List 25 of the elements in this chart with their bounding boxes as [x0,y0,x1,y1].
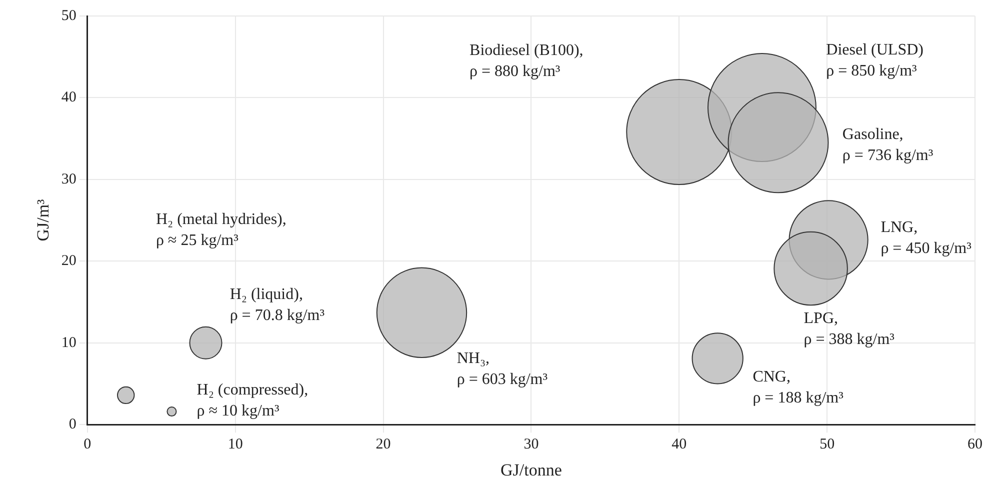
x-tick-label: 0 [84,436,92,453]
y-tick-label: 40 [61,90,76,106]
x-tick-label: 20 [376,436,391,453]
annotation: H₂ (compressed), ρ ≈ 10 kg/m³ [196,382,308,420]
annotation: LPG, ρ = 388 kg/m³ [804,310,895,348]
y-tick-label: 30 [61,171,76,188]
annotation: Biodiesel (B100), ρ = 880 kg/m³ [470,42,584,80]
annotation: H₂ (liquid), ρ = 70.8 kg/m³ [230,286,325,324]
annotation: NH₃, ρ = 603 kg/m³ [456,350,548,388]
x-tick-label: 30 [524,436,539,453]
x-tick-label: 40 [672,436,687,453]
annotation: Diesel (ULSD) ρ = 850 kg/m³ [826,42,924,80]
y-tick-label: 50 [61,8,76,24]
annotation: CNG, ρ = 188 kg/m³ [752,368,844,407]
x-axis-title: GJ/tonne [500,460,562,480]
y-tick-label: 20 [61,253,76,270]
annotation: H₂ (metal hydrides), ρ ≈ 25 kg/m³ [156,210,286,249]
y-tick-label: 0 [68,416,76,433]
annotation: Gasoline, ρ = 736 kg/m³ [842,126,934,164]
x-tick-label: 50 [820,436,835,453]
y-axis-title: GJ/m³ [34,199,53,242]
y-tick-label: 10 [61,334,76,351]
x-tick-label: 10 [228,436,243,453]
annotation: LNG, ρ = 450 kg/m³ [880,219,972,258]
x-tick-label: 60 [968,436,982,453]
